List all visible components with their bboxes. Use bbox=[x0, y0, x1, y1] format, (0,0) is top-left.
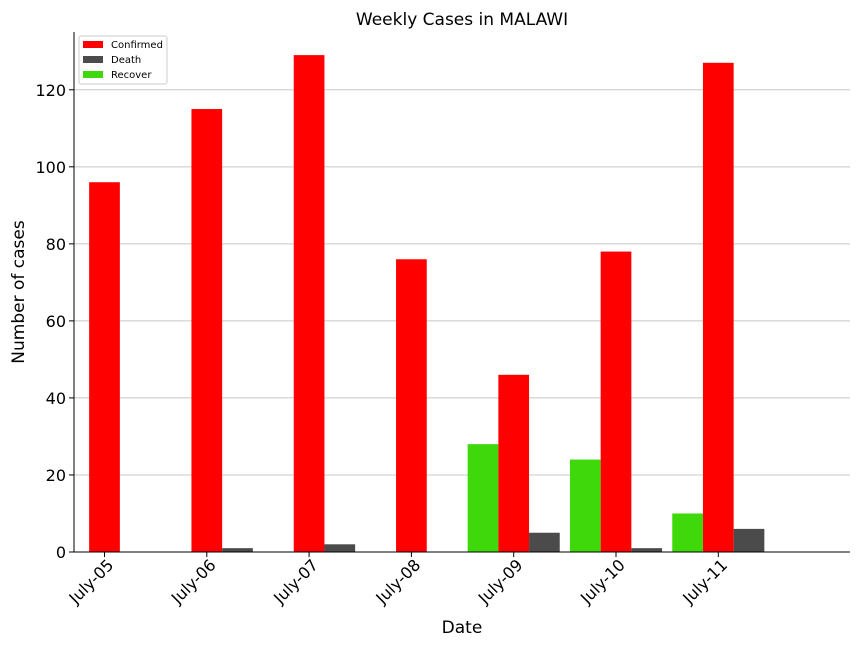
bar-confirmed-july-06 bbox=[191, 109, 222, 552]
chart-title: Weekly Cases in MALAWI bbox=[356, 10, 568, 30]
legend-label: Recover bbox=[111, 70, 152, 81]
bar-recover-july-10 bbox=[570, 460, 601, 552]
y-tick-label: 120 bbox=[35, 81, 66, 100]
bar-death-july-11 bbox=[734, 529, 765, 552]
bar-death-july-07 bbox=[324, 544, 355, 552]
bar-death-july-06 bbox=[222, 548, 253, 552]
y-tick-label: 80 bbox=[46, 235, 66, 254]
x-tick-label: July-07 bbox=[269, 555, 322, 608]
legend-swatch bbox=[83, 56, 103, 63]
bar-death-july-10 bbox=[631, 548, 662, 552]
y-tick-label: 60 bbox=[46, 312, 66, 331]
legend-swatch bbox=[83, 41, 103, 48]
legend: Confirmed Death Recover bbox=[79, 36, 167, 84]
bar-death-july-09 bbox=[529, 533, 560, 552]
bar-confirmed-july-11 bbox=[703, 63, 734, 552]
bar-recover-july-09 bbox=[468, 444, 499, 552]
legend-label: Death bbox=[111, 55, 141, 66]
bar-confirmed-july-10 bbox=[601, 252, 632, 552]
y-tick-label: 100 bbox=[35, 158, 66, 177]
x-tick-label: July-10 bbox=[576, 555, 629, 608]
y-ticks: 0 20 40 60 80 100 120 bbox=[35, 81, 74, 562]
x-tick-label: July-11 bbox=[678, 555, 731, 608]
y-tick-label: 0 bbox=[56, 543, 66, 562]
bar-confirmed-july-05 bbox=[89, 182, 120, 552]
x-tick-label: July-06 bbox=[167, 555, 220, 608]
y-tick-label: 40 bbox=[46, 389, 66, 408]
bar-confirmed-july-07 bbox=[294, 55, 325, 552]
y-tick-label: 20 bbox=[46, 466, 66, 485]
bar-confirmed-july-09 bbox=[498, 375, 529, 552]
bars bbox=[89, 55, 764, 552]
y-axis-label: Number of cases bbox=[9, 220, 29, 364]
x-axis-label: Date bbox=[442, 618, 483, 638]
legend-label: Confirmed bbox=[111, 40, 163, 51]
x-tick-label: July-09 bbox=[474, 555, 527, 608]
bar-confirmed-july-08 bbox=[396, 259, 427, 552]
x-tick-label: July-05 bbox=[65, 555, 118, 608]
legend-swatch bbox=[83, 71, 103, 78]
bar-recover-july-11 bbox=[672, 513, 703, 552]
x-ticks: July-05 July-06 July-07 July-08 July-09 July-… bbox=[65, 552, 732, 608]
x-tick-label: July-08 bbox=[371, 555, 424, 608]
